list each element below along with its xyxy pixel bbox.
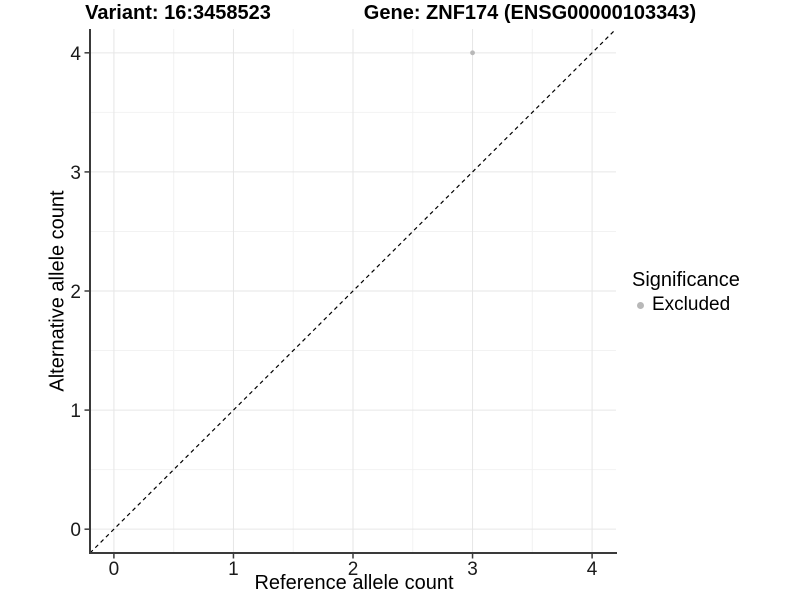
- x-tick-label: 0: [109, 559, 120, 580]
- x-axis-title: Reference allele count: [254, 572, 454, 594]
- y-tick-label: 2: [70, 282, 81, 303]
- identity-reference-line: [89, 28, 617, 554]
- gene-title: Gene: ZNF174 (ENSG00000103343): [363, 2, 697, 24]
- x-tick-label: 1: [228, 559, 239, 580]
- x-tick-label: 2: [348, 559, 359, 580]
- y-axis-title: Alternative allele count: [46, 190, 69, 392]
- legend-items: Excluded: [632, 294, 740, 316]
- legend-key-dot-icon: [637, 302, 644, 309]
- data-point: [470, 50, 475, 56]
- x-tick-label: 3: [467, 559, 478, 580]
- y-tick-label: 4: [70, 44, 81, 65]
- y-tick-label: 3: [70, 163, 81, 184]
- x-tick-label: 4: [587, 559, 598, 580]
- y-tick-label: 0: [70, 520, 81, 541]
- legend-item: Excluded: [632, 294, 740, 316]
- legend-item-label: Excluded: [652, 294, 731, 315]
- y-tick-label: 1: [70, 401, 81, 422]
- variant-title: Variant: 16:3458523: [85, 2, 271, 24]
- legend: Significance Excluded: [632, 268, 740, 316]
- legend-title: Significance: [632, 269, 740, 291]
